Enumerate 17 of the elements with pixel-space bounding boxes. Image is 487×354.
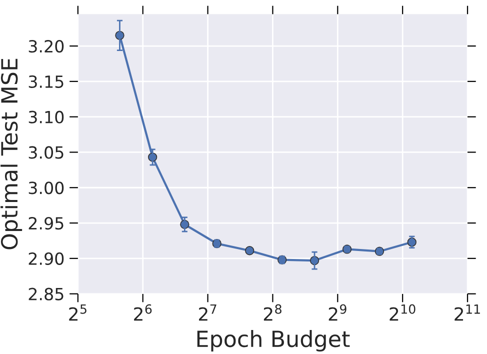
- x-axis-title: Epoch Budget: [197, 330, 350, 352]
- y-tick-label: 3.10: [28, 110, 64, 124]
- y-tick-label: 3.15: [28, 75, 64, 88]
- x-tick-label: 2$^{9}$: [328, 304, 346, 321]
- x-tick-label: 2$^{10}$: [390, 304, 416, 321]
- x-tick-label: 2$^{5}$: [69, 304, 86, 321]
- x-tick-label: 2$^{6}$: [134, 304, 152, 321]
- x-tick-label: 2$^{7}$: [199, 304, 216, 321]
- y-tick-label: 3.20: [28, 40, 64, 53]
- x-tick-label: 2$^{8}$: [264, 304, 282, 321]
- y-tick-label: 2.90: [28, 252, 64, 265]
- x-tick-label: 2$^{11}$: [454, 304, 480, 321]
- y-tick-label: 2.85: [28, 288, 64, 300]
- y-tick-label: 2.95: [28, 216, 64, 230]
- y-axis-title: Optimal Test MSE: [0, 58, 22, 250]
- y-tick-label: 3.00: [28, 182, 64, 194]
- y-tick-label: 3.05: [28, 146, 64, 159]
